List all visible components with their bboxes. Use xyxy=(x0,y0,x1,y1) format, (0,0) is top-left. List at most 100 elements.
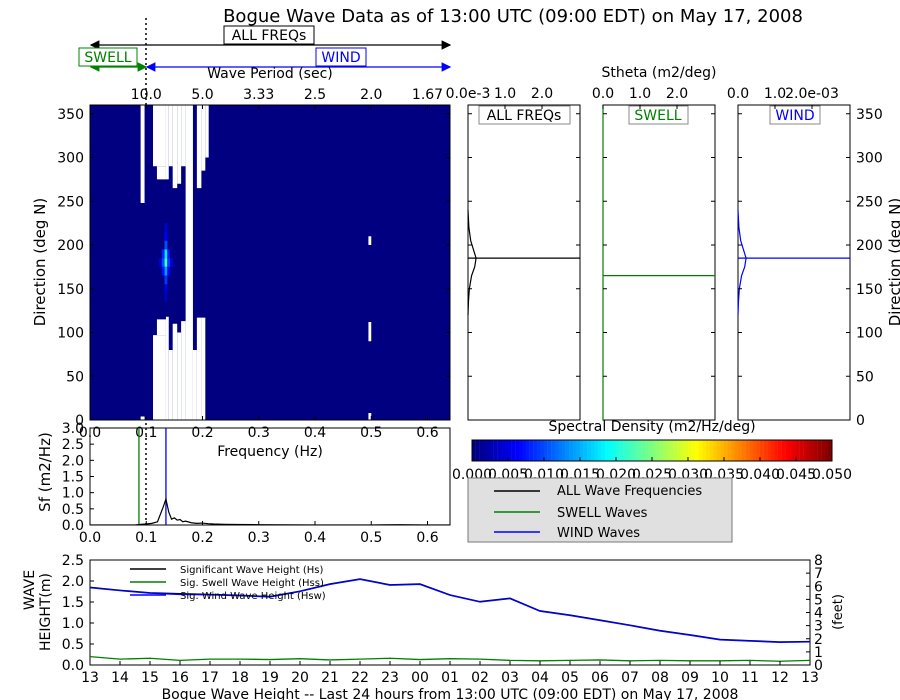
colorbar-segment xyxy=(680,440,685,461)
heatmap-y-tick-label: 150 xyxy=(57,282,84,298)
history-y-tick-label: 2.5 xyxy=(62,553,84,569)
colorbar-segment xyxy=(522,440,527,461)
heatmap-x-tick-label: 0.1 xyxy=(135,425,157,441)
heatmap-peak-cell xyxy=(164,266,168,276)
colorbar-segment xyxy=(781,440,786,461)
heatmap-x-tick-label: 0.4 xyxy=(304,425,326,441)
colorbar-segment xyxy=(698,440,703,461)
history-x-tick-label: 09 xyxy=(681,670,699,686)
history-series xyxy=(90,578,810,662)
stheta-wind-panel: WIND 0.0 1.02.0e-03 0 50 100 150 200 250 300 350… xyxy=(727,86,900,429)
history-x-tick-label: 04 xyxy=(531,670,549,686)
heatmap-nodata-cell xyxy=(368,236,372,245)
history-x-tick-label: 20 xyxy=(291,670,309,686)
heatmap-peak-cell xyxy=(164,293,168,302)
heatmap-nodata-cell xyxy=(181,321,186,420)
history-x-tick-label: 05 xyxy=(561,670,579,686)
colorbar-segment xyxy=(803,440,807,461)
stheta-label: Stheta (m2/deg) xyxy=(602,65,717,81)
sf-x-tick-label: 0.6 xyxy=(416,530,438,546)
stheta-wind-right-y-ticks: 0 50 100 150 200 250 300 350 xyxy=(856,107,883,429)
colorbar-segment xyxy=(792,440,797,461)
history-y-tick-label: 1.5 xyxy=(62,595,84,611)
heatmap-nodata-cell xyxy=(196,105,202,189)
colorbar-segment xyxy=(594,440,599,461)
colorbar-segment xyxy=(554,440,559,461)
colorbar-segment xyxy=(745,440,750,461)
history-x-tick-label: 01 xyxy=(441,670,459,686)
sf-y-tick-label: 0.5 xyxy=(62,502,84,518)
colorbar-segment xyxy=(814,440,818,461)
history-right-y-tick-label: 2 xyxy=(814,632,823,648)
heatmap-frame xyxy=(89,104,451,421)
history-right-ylabel: (feet) xyxy=(831,594,846,630)
colorbar-segment xyxy=(706,440,710,461)
stheta-tick-label: 2.0e-03 xyxy=(785,86,839,102)
heatmap-top-tick-label: 10.0 xyxy=(131,87,162,103)
colorbar-segment xyxy=(472,440,476,461)
colorbar-segment xyxy=(536,440,541,461)
colorbar-segment xyxy=(673,440,678,461)
colorbar-segment xyxy=(824,440,829,461)
colorbar-segment xyxy=(500,440,505,461)
stheta-tick-label: 2.0 xyxy=(531,86,553,102)
colorbar-segment xyxy=(605,440,609,461)
history-y-tick-label: 1.0 xyxy=(62,616,84,632)
colorbar-segment xyxy=(760,440,764,461)
colorbar-segment xyxy=(482,440,487,461)
history-xlabel: Bogue Wave Height -- Last 24 hours from … xyxy=(162,687,739,700)
sf-series xyxy=(90,428,450,525)
heatmap-nodata-cell xyxy=(201,105,206,171)
history-x-tick-label: 00 xyxy=(411,670,429,686)
stheta-curve xyxy=(467,209,477,316)
heatmap-y-tick-label: 50 xyxy=(66,369,84,385)
heatmap-peak-cell xyxy=(167,249,171,259)
colorbar-segment xyxy=(551,440,555,461)
wave-period-label: Wave Period (sec) xyxy=(207,66,333,82)
history-right-y-tick-label: 5 xyxy=(814,592,823,608)
heatmap-nodata-cell xyxy=(172,323,178,420)
colorbar-segment xyxy=(508,440,512,461)
sf-y-tick-label: 0.0 xyxy=(62,518,84,534)
heatmap-nodata-cell xyxy=(165,105,169,180)
colorbar-segment xyxy=(691,440,696,461)
colorbar-segment xyxy=(533,440,537,461)
sf-y-tick-label: 2.5 xyxy=(62,437,84,453)
colorbar-gradient xyxy=(472,440,833,461)
history-x-tick-label: 13 xyxy=(81,670,99,686)
colorbar-segment xyxy=(709,440,714,461)
colorbar-segment xyxy=(684,440,689,461)
stheta-tick-label: 0.0e-3 xyxy=(446,86,491,102)
sf-x-ticks: 0.0 0.1 0.2 0.3 0.4 0.5 0.6 xyxy=(79,521,439,546)
stheta-right-y-tick-label: 50 xyxy=(856,369,874,385)
heatmap-x-tick-label: 0.6 xyxy=(416,425,438,441)
sf-y-ticks: 0.00.51.01.52.02.53.0 xyxy=(62,421,94,534)
colorbar-segment xyxy=(688,440,692,461)
colorbar-segment xyxy=(752,440,757,461)
history-x-tick-label: 08 xyxy=(651,670,669,686)
stheta-wind-frame xyxy=(737,104,851,421)
heatmap-nodata-cell xyxy=(140,105,145,203)
heatmap-peak-cell xyxy=(161,266,165,276)
heatmap-nodata-cell xyxy=(156,166,166,180)
heatmap-nodata-cell xyxy=(177,332,182,420)
stheta-tick-label: 1.0 xyxy=(494,86,516,102)
colorbar-segment xyxy=(544,440,548,461)
colorbar-segment xyxy=(493,440,498,461)
heatmap-top-tick-label: 2.5 xyxy=(304,87,326,103)
heatmap-nodata-cell xyxy=(168,105,173,167)
stheta-tick-label: 1.0 xyxy=(629,86,651,102)
colorbar-segment xyxy=(749,440,753,461)
colorbar-tick-label: 0.050 xyxy=(812,467,852,483)
colorbar-segment xyxy=(774,440,779,461)
heatmap-y-ticks: 0 50 100 150 200 250 300 350 xyxy=(57,107,450,429)
heatmap-nodata-cell xyxy=(181,105,186,167)
colorbar-segment xyxy=(583,440,588,461)
sf-axis-label: Sf (m2/Hz) xyxy=(36,432,54,512)
colorbar-segment xyxy=(608,440,613,461)
history-x-tick-label: 17 xyxy=(201,670,219,686)
colorbar-segment xyxy=(641,440,645,461)
stheta-swell-frame xyxy=(602,104,716,421)
sf-y-tick-label: 2.0 xyxy=(62,453,84,469)
